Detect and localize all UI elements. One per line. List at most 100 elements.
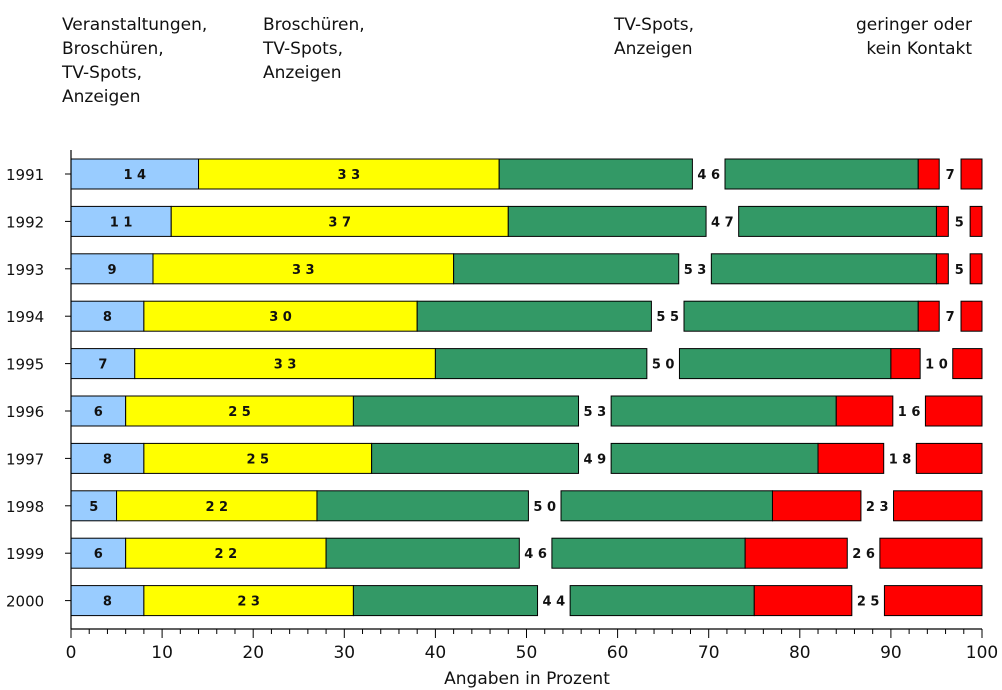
- data-label: 2 5: [228, 405, 251, 420]
- bar-segment: [917, 158, 940, 190]
- data-label: 1 1: [110, 215, 133, 230]
- data-label: 4 6: [697, 168, 720, 183]
- x-tick-label: 20: [242, 643, 264, 663]
- bar-segment: [70, 395, 127, 427]
- bar-segment: [883, 585, 983, 617]
- bar-segment: [316, 490, 529, 522]
- data-label: 3 3: [292, 263, 315, 278]
- bar-segment: [935, 253, 949, 285]
- bar-segment: [198, 158, 500, 190]
- legend-line: TV-Spots,: [614, 15, 695, 35]
- bar-segment: [724, 158, 919, 190]
- legend-line: TV-Spots,: [62, 63, 143, 83]
- bars-layer: [70, 158, 983, 617]
- data-label: 4 6: [524, 547, 547, 562]
- data-label: 5: [955, 263, 964, 278]
- data-label: 2 6: [852, 547, 875, 562]
- bar-segment: [70, 253, 154, 285]
- y-tick-label: 1993: [6, 261, 44, 279]
- x-tick-label: 60: [607, 643, 629, 663]
- x-tick-label: 30: [333, 643, 355, 663]
- bar-segment: [134, 348, 436, 380]
- data-label: 4 9: [584, 452, 607, 467]
- bar-segment: [960, 300, 983, 332]
- data-label: 4 4: [543, 595, 566, 610]
- y-tick-label: 1995: [6, 356, 44, 374]
- legend-line: Broschüren,: [263, 15, 365, 35]
- data-label: 2 3: [237, 595, 260, 610]
- data-label: 2 2: [215, 547, 238, 562]
- bar-segment: [416, 300, 652, 332]
- bar-segment: [434, 348, 648, 380]
- bar-segment: [678, 348, 892, 380]
- data-label: 5 0: [652, 358, 675, 373]
- bar-segment: [70, 585, 145, 617]
- data-label: 1 8: [889, 452, 912, 467]
- bar-segment: [507, 205, 707, 237]
- legend-line: Anzeigen: [614, 39, 693, 59]
- x-tick-label: 10: [151, 643, 173, 663]
- bar-segment: [325, 537, 520, 569]
- bar-segment: [917, 300, 940, 332]
- legend-label-all-media: Veranstaltungen, Broschüren, TV-Spots, A…: [62, 13, 207, 109]
- bar-segment: [952, 348, 983, 380]
- legend-line: TV-Spots,: [263, 39, 344, 59]
- y-tick-label: 1991: [6, 166, 44, 184]
- legend-label-brochures-tv-ads: Broschüren, TV-Spots, Anzeigen: [263, 13, 365, 85]
- y-tick-label: 1992: [6, 213, 44, 231]
- data-label: 6: [94, 405, 103, 420]
- data-label: 2 5: [857, 595, 880, 610]
- x-tick-label: 90: [880, 643, 902, 663]
- data-label: 5 3: [684, 263, 707, 278]
- bar-segment: [610, 442, 819, 474]
- bar-segment: [879, 537, 983, 569]
- y-tick-label: 2000: [6, 593, 44, 611]
- bar-segment: [125, 395, 354, 427]
- x-tick-label: 70: [698, 643, 720, 663]
- y-tick-label: 1994: [6, 308, 44, 326]
- bar-segment: [70, 300, 145, 332]
- data-label: 8: [103, 310, 112, 325]
- data-label: 2 5: [246, 452, 269, 467]
- bar-segment: [738, 205, 937, 237]
- legend-line: geringer oder: [855, 15, 972, 35]
- bar-segment: [893, 490, 983, 522]
- data-label: 3 0: [269, 310, 292, 325]
- data-label: 7: [946, 168, 955, 183]
- x-tick-label: 40: [425, 643, 447, 663]
- bar-segment: [969, 253, 983, 285]
- bar-segment: [116, 490, 318, 522]
- bar-segment: [753, 585, 853, 617]
- bar-segment: [969, 205, 983, 237]
- bar-segment: [890, 348, 921, 380]
- data-label: 2 2: [205, 500, 228, 515]
- bar-segment: [935, 205, 949, 237]
- data-label: 7: [946, 310, 955, 325]
- data-label: 8: [103, 595, 112, 610]
- data-label: 8: [103, 452, 112, 467]
- bar-segment: [817, 442, 885, 474]
- legend-line: Anzeigen: [263, 63, 342, 83]
- data-label: 3 3: [338, 168, 361, 183]
- x-tick-label: 80: [789, 643, 811, 663]
- data-label: 9: [107, 263, 116, 278]
- bar-segment: [453, 253, 680, 285]
- bar-segment: [551, 537, 746, 569]
- x-axis-title: Angaben in Prozent: [444, 669, 610, 689]
- data-label: 7: [98, 358, 107, 373]
- y-tick-label: 1996: [6, 403, 44, 421]
- data-label: 1 4: [123, 168, 146, 183]
- bar-segment: [371, 442, 580, 474]
- y-tick-label: 1997: [6, 450, 44, 468]
- bar-segment: [498, 158, 693, 190]
- bar-segment: [352, 585, 539, 617]
- value-labels-layer: 1 4 3 3 4 6 7 1 1 3 7 4 7 5 9 3 3 5 3 5 8 3 0 5 5 7 7 3 3…: [89, 168, 963, 610]
- y-tick-label: 1998: [6, 498, 44, 516]
- x-tick-label: 50: [516, 643, 538, 663]
- bar-segment: [710, 253, 937, 285]
- data-label: 4 7: [711, 215, 734, 230]
- data-label: 5: [955, 215, 964, 230]
- bar-segment: [560, 490, 773, 522]
